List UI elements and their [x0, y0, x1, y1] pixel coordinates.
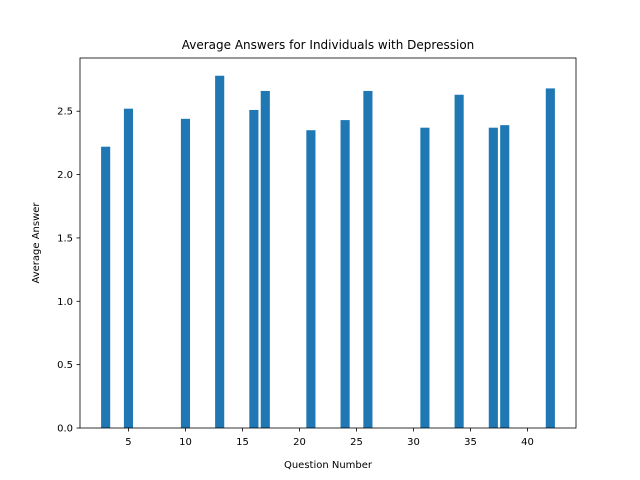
bar-q42 [545, 88, 555, 428]
y-tick-label: 2.5 [57, 107, 73, 118]
bar-q34 [454, 94, 464, 428]
y-tick-label: 2.0 [57, 170, 73, 181]
bar-q37 [488, 127, 498, 428]
y-tick-label: 1.5 [57, 233, 73, 244]
bar-q38 [500, 125, 510, 428]
x-tick-label: 35 [464, 437, 477, 448]
plot-frame [79, 57, 577, 429]
x-tick-label: 30 [407, 437, 420, 448]
bar-q26 [363, 90, 373, 428]
bar-q13 [215, 75, 225, 429]
bar-q10 [180, 118, 191, 428]
bar-q5 [123, 108, 134, 429]
y-tick-label: 0.5 [57, 360, 73, 371]
bar-q3 [101, 146, 111, 428]
bar-q24 [340, 120, 350, 428]
bar-q31 [420, 127, 430, 428]
y-tick-label: 0.0 [57, 424, 73, 435]
y-tick-label: 1.0 [57, 297, 73, 308]
x-tick-label: 25 [350, 437, 363, 448]
x-tick-label: 20 [293, 437, 306, 448]
y-axis-ticks: 0.0 0.5 1.0 1.5 2.0 2.5 [57, 107, 80, 435]
x-axis-label: Question Number [284, 460, 373, 471]
y-axis-label: Average Answer [31, 202, 42, 284]
x-tick-label: 40 [521, 437, 534, 448]
x-tick-label: 5 [125, 437, 131, 448]
bar-q16 [249, 109, 259, 428]
bar-q21 [306, 130, 316, 429]
bar-q17 [260, 90, 270, 428]
x-tick-label: 10 [179, 437, 192, 448]
x-axis-ticks: 5 10 15 20 25 30 35 40 [125, 428, 534, 448]
chart-title: Average Answers for Individuals with Dep… [182, 38, 475, 52]
x-tick-label: 15 [236, 437, 249, 448]
bars-group [101, 75, 555, 429]
